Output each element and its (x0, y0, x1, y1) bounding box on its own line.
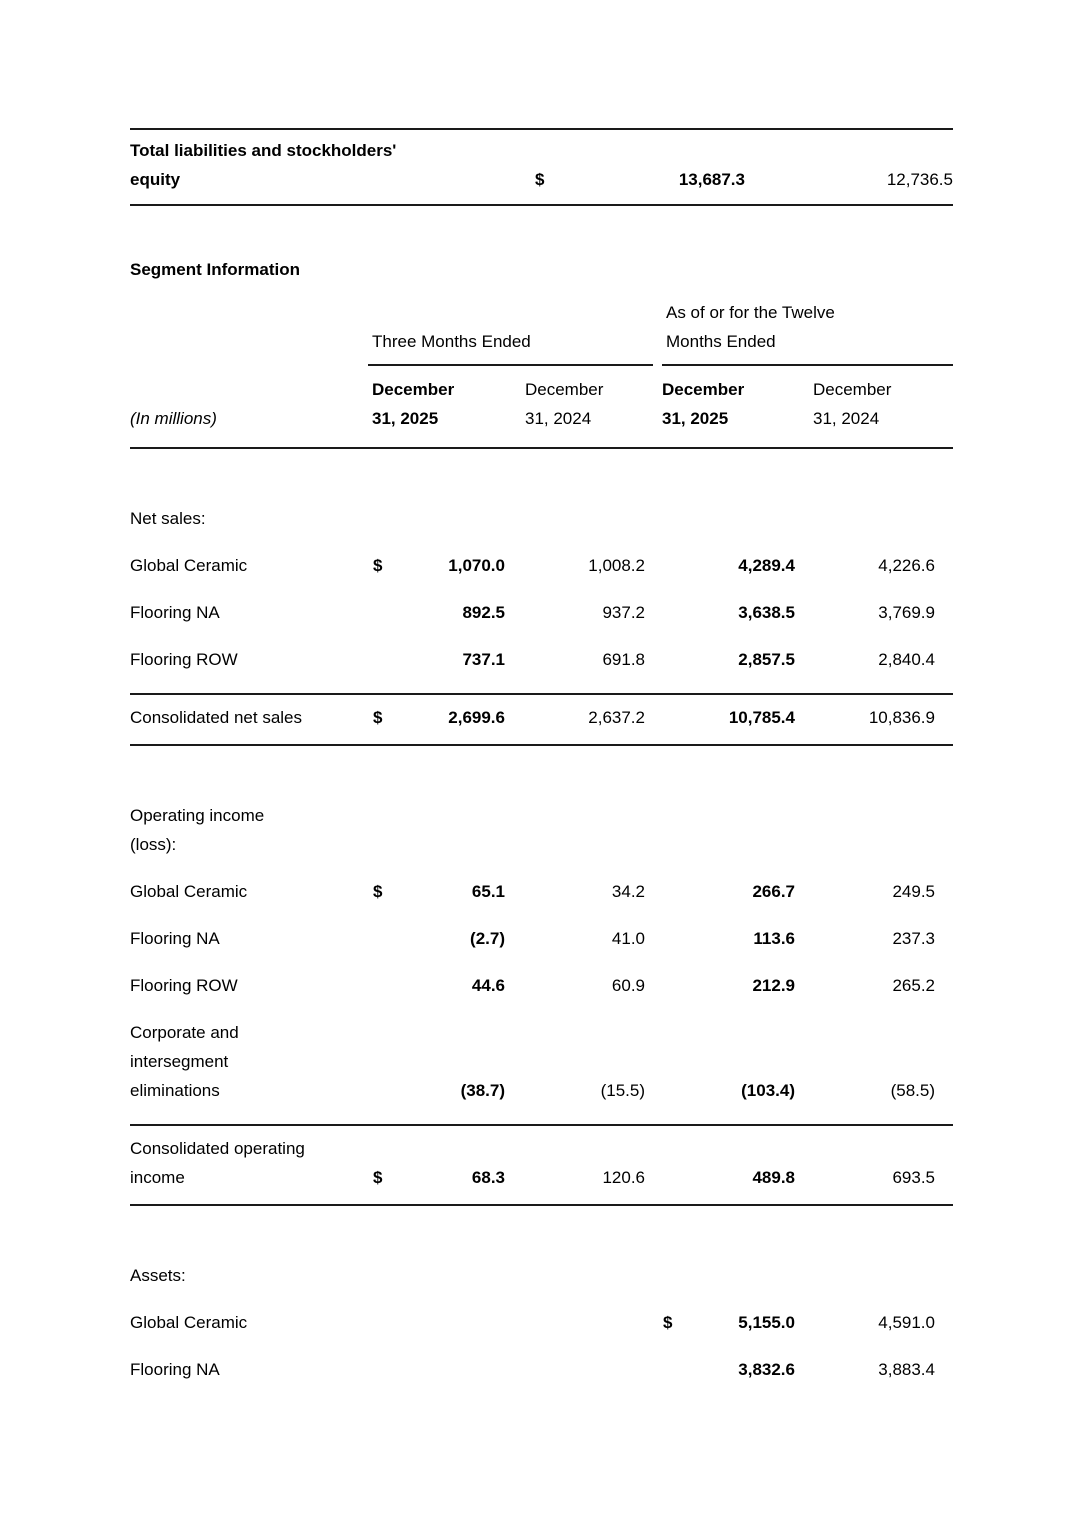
financial-statement-page: Total liabilities and stockholders' equi… (130, 128, 953, 1393)
value-12mo-2024: (58.5) (890, 1081, 935, 1100)
section-heading-net-sales: Net sales: (130, 509, 206, 528)
row-label: Global Ceramic (130, 556, 248, 575)
table-row: Flooring NA 892.5 937.2 3,638.5 3,769.9 (130, 589, 953, 636)
value-3mo-2024: 120.6 (602, 1168, 645, 1187)
currency-symbol: $ (535, 170, 545, 189)
value-12mo-2025: 5,155.0 (738, 1313, 795, 1332)
value-3mo-2024: 937.2 (602, 603, 645, 622)
value-12mo-2024: 693.5 (892, 1168, 935, 1187)
value-3mo-2024: 34.2 (611, 882, 645, 901)
value-12mo-2024: 4,591.0 (878, 1313, 935, 1332)
value-3mo-2025: 892.5 (462, 603, 505, 622)
currency-symbol: $ (373, 556, 383, 575)
value-12mo-2025: (103.4) (741, 1081, 795, 1100)
row-label: Global Ceramic (130, 1313, 248, 1332)
value-3mo-2025: 65.1 (471, 882, 505, 901)
row-label: Flooring NA (130, 603, 220, 622)
value-3mo-2025: 2,699.6 (448, 708, 505, 727)
value-12mo-2025: 2,857.5 (738, 650, 795, 669)
value-12mo-2024: 10,836.9 (868, 708, 935, 727)
row-label: Flooring ROW (130, 976, 238, 995)
value-2025: 13,687.3 (678, 170, 745, 189)
table-row: Corporate and intersegment eliminations … (130, 1009, 953, 1114)
currency-symbol: $ (663, 1313, 673, 1332)
col-header-3mo-2025: December 31, 2025 (372, 380, 455, 428)
table-row: Global Ceramic $ 1,070.0 1,008.2 4,289.4… (130, 542, 953, 589)
value-12mo-2025: 10,785.4 (728, 708, 795, 727)
total-liabilities-equity-row: Total liabilities and stockholders' equi… (130, 128, 953, 206)
value-2024: 12,736.5 (886, 170, 953, 189)
value-3mo-2024: 2,637.2 (588, 708, 645, 727)
value-12mo-2024: 2,840.4 (878, 650, 935, 669)
table-row: Flooring NA (2.7) 41.0 113.6 237.3 (130, 915, 953, 962)
value-12mo-2024: 3,769.9 (878, 603, 935, 622)
value-12mo-2024: 3,883.4 (878, 1360, 935, 1379)
group-three-months-label: Three Months Ended (372, 332, 531, 351)
table-row: Global Ceramic $ 5,155.0 4,591.0 (130, 1299, 953, 1346)
value-3mo-2024: 691.8 (602, 650, 645, 669)
currency-symbol: $ (373, 1168, 383, 1187)
value-12mo-2025: 113.6 (753, 929, 795, 948)
value-12mo-2025: 212.9 (752, 976, 795, 995)
value-12mo-2024: 265.2 (892, 976, 935, 995)
value-3mo-2024: 41.0 (611, 929, 645, 948)
group-three-months: Three Months Ended (368, 327, 653, 366)
col-header-12mo-2024: December 31, 2024 (813, 380, 892, 428)
row-label: Flooring NA (130, 1360, 220, 1379)
value-3mo-2025: (2.7) (470, 929, 505, 948)
value-3mo-2025: 1,070.0 (448, 556, 505, 575)
value-12mo-2024: 249.5 (892, 882, 935, 901)
value-12mo-2024: 4,226.6 (878, 556, 935, 575)
value-12mo-2025: 4,289.4 (738, 556, 795, 575)
value-3mo-2025: (38.7) (460, 1081, 505, 1100)
value-3mo-2025: 737.1 (462, 650, 505, 669)
total-row-net-sales: Consolidated net sales $ 2,699.6 2,637.2… (130, 693, 953, 746)
segment-table-header: Three Months Ended As of or for the Twel… (130, 298, 953, 449)
row-label: Corporate and intersegment eliminations (130, 1023, 239, 1100)
value-3mo-2024: (15.5) (600, 1081, 645, 1100)
row-label: Flooring ROW (130, 650, 238, 669)
value-12mo-2025: 489.8 (752, 1168, 795, 1187)
row-label: Global Ceramic (130, 882, 248, 901)
table-row: Global Ceramic $ 65.1 34.2 266.7 249.5 (130, 868, 953, 915)
in-millions-note: (In millions) (130, 409, 217, 428)
value-3mo-2024: 1,008.2 (588, 556, 645, 575)
table-row: Flooring ROW 737.1 691.8 2,857.5 2,840.4 (130, 636, 953, 683)
value-12mo-2024: 237.3 (892, 929, 935, 948)
col-header-12mo-2025: December 31, 2025 (662, 380, 745, 428)
value-3mo-2024: 60.9 (611, 976, 645, 995)
section-heading-operating-income: Operating income (loss): (130, 792, 953, 868)
group-twelve-months-label: As of or for the Twelve Months Ended (666, 303, 835, 351)
currency-symbol: $ (373, 882, 383, 901)
currency-symbol: $ (373, 708, 383, 727)
section-heading-text: Operating income (loss): (130, 806, 265, 854)
value-3mo-2025: 68.3 (471, 1168, 505, 1187)
section-heading-assets: Assets: (130, 1266, 186, 1285)
value-12mo-2025: 3,832.6 (738, 1360, 795, 1379)
row-label: Total liabilities and stockholders' equi… (130, 141, 397, 189)
value-12mo-2025: 266.7 (752, 882, 795, 901)
table-row: Flooring NA 3,832.6 3,883.4 (130, 1346, 953, 1393)
row-label: Flooring NA (130, 929, 220, 948)
value-3mo-2025: 44.6 (471, 976, 505, 995)
col-header-3mo-2024: December 31, 2024 (525, 380, 604, 428)
row-label: Consolidated operating income (130, 1139, 305, 1187)
group-twelve-months: As of or for the Twelve Months Ended (662, 298, 953, 366)
page-title: Segment Information (130, 260, 301, 279)
row-label: Consolidated net sales (130, 708, 303, 727)
total-row-operating-income: Consolidated operating income $ 68.3 120… (130, 1124, 953, 1206)
table-row: Flooring ROW 44.6 60.9 212.9 265.2 (130, 962, 953, 1009)
value-12mo-2025: 3,638.5 (738, 603, 795, 622)
